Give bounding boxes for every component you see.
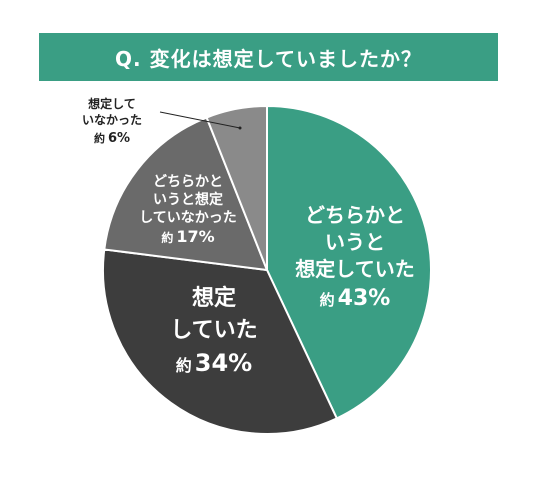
slice-label-line: どちらかと bbox=[153, 174, 223, 190]
slice-label-line: 想定していた bbox=[295, 257, 414, 281]
slice-label-line: していなかった bbox=[139, 210, 237, 226]
slice-label-line: どちらかと bbox=[305, 203, 405, 227]
slice-label-line: いうと想定 bbox=[153, 191, 223, 208]
pie-slice-1 bbox=[266, 104, 432, 420]
slice-label-line: 想定 bbox=[192, 285, 236, 311]
slice-label-line: 想定して bbox=[87, 96, 136, 111]
slice-label-line: していた bbox=[170, 318, 257, 343]
pie-slice-3 bbox=[103, 116, 269, 272]
question-title: Q. 変化は想定していましたか？ bbox=[115, 46, 422, 71]
slice-value-label: 約 17% bbox=[161, 227, 214, 246]
slice-value-label: 約 34% bbox=[176, 349, 252, 377]
pie-slice-4 bbox=[205, 104, 268, 271]
pie-slice-2 bbox=[102, 248, 339, 435]
slice-value-label: 約 6% bbox=[94, 131, 130, 146]
slice-label-line: いなかった bbox=[82, 113, 142, 127]
chart-title-bar: Q. 変化は想定していましたか？ bbox=[39, 33, 498, 81]
slice-value-label: 約 43% bbox=[320, 286, 391, 311]
small-slice-leader-dot bbox=[238, 126, 242, 130]
small-slice-leader-line bbox=[159, 111, 241, 129]
slice-label-line: いうと bbox=[325, 230, 385, 254]
